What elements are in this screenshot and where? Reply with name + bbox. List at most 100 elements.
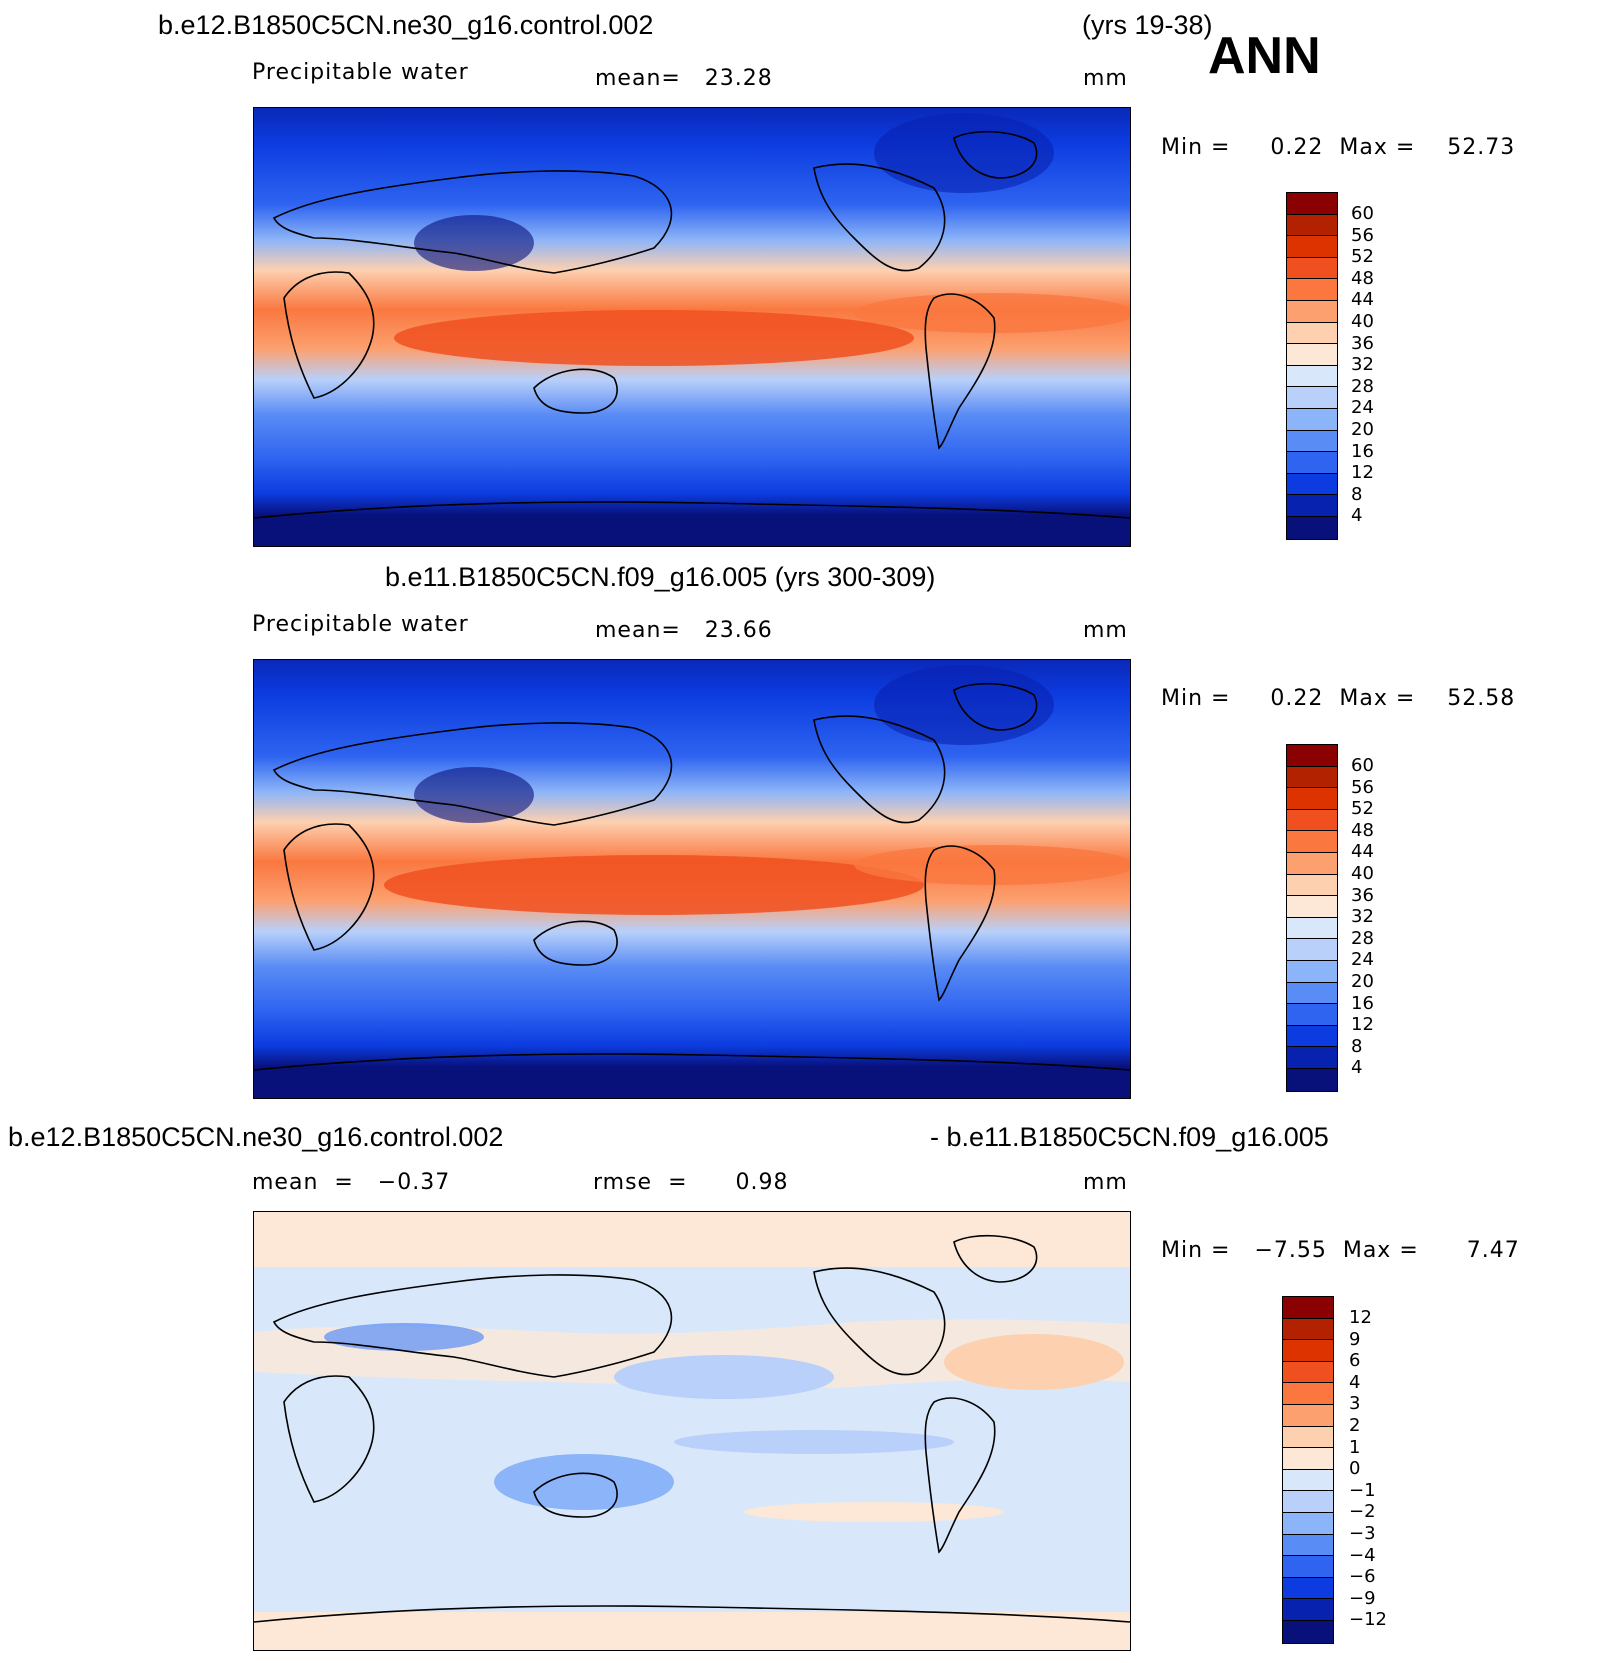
colorbar-segment [1287,279,1337,301]
colorbar-tick-label: −6 [1349,1566,1376,1588]
colorbar-segment [1287,408,1337,431]
panel2-variable: Precipitable water [252,612,469,637]
colorbar-tick-label: 24 [1351,397,1374,419]
colorbar-tick-label: 52 [1351,246,1374,268]
panel1-variable: Precipitable water [252,60,469,85]
colorbar-tick-label: 60 [1351,203,1374,224]
colorbar-tick-label: 40 [1351,862,1374,884]
colorbar-tick-label: 40 [1351,310,1374,332]
colorbar-tick-label: 28 [1351,927,1374,949]
colorbar-segment [1287,939,1337,961]
colorbar-segment [1287,1004,1337,1026]
colorbar-segment [1287,516,1337,539]
colorbar-tick-label: 12 [1351,1014,1374,1036]
colorbar-tick-label: 1 [1349,1436,1361,1458]
colorbar-tick-label: 44 [1351,841,1374,863]
colorbar-segment [1287,745,1337,767]
colorbar-segment [1287,473,1337,496]
case1-years: (yrs 19-38) [1082,10,1213,40]
panel1-minmax: Min = 0.22 Max = 52.73 [1161,135,1516,160]
colorbar-tick-label: 32 [1351,906,1374,928]
colorbar-segment [1287,788,1337,810]
colorbar-tick-label: 16 [1351,440,1374,462]
colorbar-tick-label: 32 [1351,354,1374,376]
colorbar-tick-label: 0 [1349,1458,1361,1480]
panel1-colorbar-labels: 60 56 52 48 44 40 36 32 28 24 20 16 12 8 4 [1351,203,1374,527]
colorbar-tick-label: −2 [1349,1501,1376,1523]
colorbar-segment [1283,1556,1333,1578]
colorbar-segment [1287,300,1337,323]
colorbar-segment [1287,495,1337,517]
colorbar-tick-label: 20 [1351,970,1374,992]
colorbar-tick-label: −12 [1349,1609,1387,1631]
panel2-minmax: Min = 0.22 Max = 52.58 [1161,686,1516,711]
season-label: ANN [1208,27,1321,85]
case1-title: b.e12.B1850C5CN.ne30_g16.control.002 [158,10,654,40]
panel3-colorbar [1282,1296,1334,1644]
panel3-units: mm [1083,1170,1128,1195]
colorbar-segment [1287,1047,1337,1069]
colorbar-tick-label: 6 [1349,1350,1361,1372]
colorbar-tick-label: 56 [1351,224,1374,246]
panel3-minmax: Min = −7.55 Max = 7.47 [1161,1238,1520,1263]
colorbar-segment [1287,960,1337,983]
colorbar-tick-label: 60 [1351,755,1374,776]
panel3-mean: mean = −0.37 [252,1170,451,1195]
colorbar-segment [1287,874,1337,897]
colorbar-tick-label: 20 [1351,418,1374,440]
colorbar-segment [1283,1620,1333,1643]
panel2-colorbar-labels: 60 56 52 48 44 40 36 32 28 24 20 16 12 8 4 [1351,755,1374,1079]
colorbar-segment [1287,236,1337,258]
colorbar-tick-label: 24 [1351,949,1374,971]
colorbar-tick-label: 12 [1351,462,1374,484]
colorbar-tick-label: 2 [1349,1414,1361,1436]
colorbar-segment [1283,1318,1333,1341]
colorbar-segment [1287,831,1337,853]
case2-title: b.e11.B1850C5CN.f09_g16.005 (yrs 300-309… [385,562,936,592]
colorbar-tick-label: −3 [1349,1522,1376,1544]
colorbar-segment [1287,896,1337,918]
colorbar-tick-label: −1 [1349,1479,1376,1501]
panel2-map-svg [254,660,1130,1098]
colorbar-tick-label: 8 [1351,1035,1363,1057]
colorbar-segment [1287,344,1337,366]
colorbar-segment [1283,1404,1333,1427]
colorbar-segment [1287,917,1337,940]
panel1-mean: mean= 23.28 [595,66,773,91]
colorbar-segment [1287,214,1337,237]
colorbar-tick-label: 28 [1351,375,1374,397]
colorbar-tick-label: 48 [1351,819,1374,841]
panel2-colorbar [1286,744,1338,1092]
colorbar-tick-label: 4 [1351,1057,1363,1079]
panel1-map-svg [254,108,1130,546]
colorbar-segment [1287,1025,1337,1048]
panel2-units: mm [1083,618,1128,643]
colorbar-segment [1287,452,1337,474]
panel2-map [253,659,1131,1099]
colorbar-segment [1283,1361,1333,1384]
colorbar-tick-label: 52 [1351,798,1374,820]
diff-title-left: b.e12.B1850C5CN.ne30_g16.control.002 [8,1122,504,1152]
colorbar-segment [1283,1426,1333,1449]
panel1-colorbar [1286,192,1338,540]
panel3-rmse: rmse = 0.98 [593,1170,789,1195]
colorbar-segment [1283,1469,1333,1492]
colorbar-tick-label: 44 [1351,289,1374,311]
colorbar-segment [1283,1340,1333,1362]
diff-title-right: - b.e11.B1850C5CN.f09_g16.005 [930,1122,1329,1152]
panel3-colorbar-labels: 12 9 6 4 3 2 1 0 −1 −2 −3 −4 −6 −9 −12 [1349,1307,1387,1631]
colorbar-segment [1283,1383,1333,1405]
colorbar-segment [1287,430,1337,453]
colorbar-segment [1283,1599,1333,1621]
colorbar-tick-label: 12 [1349,1307,1372,1328]
colorbar-tick-label: 48 [1351,267,1374,289]
colorbar-tick-label: −4 [1349,1544,1376,1566]
colorbar-tick-label: 8 [1351,483,1363,505]
colorbar-tick-label: 16 [1351,992,1374,1014]
colorbar-tick-label: 9 [1349,1328,1361,1350]
colorbar-tick-label: 4 [1349,1371,1361,1393]
colorbar-segment [1283,1512,1333,1535]
colorbar-segment [1283,1577,1333,1600]
panel3-map-svg [254,1212,1130,1650]
colorbar-segment [1287,852,1337,875]
